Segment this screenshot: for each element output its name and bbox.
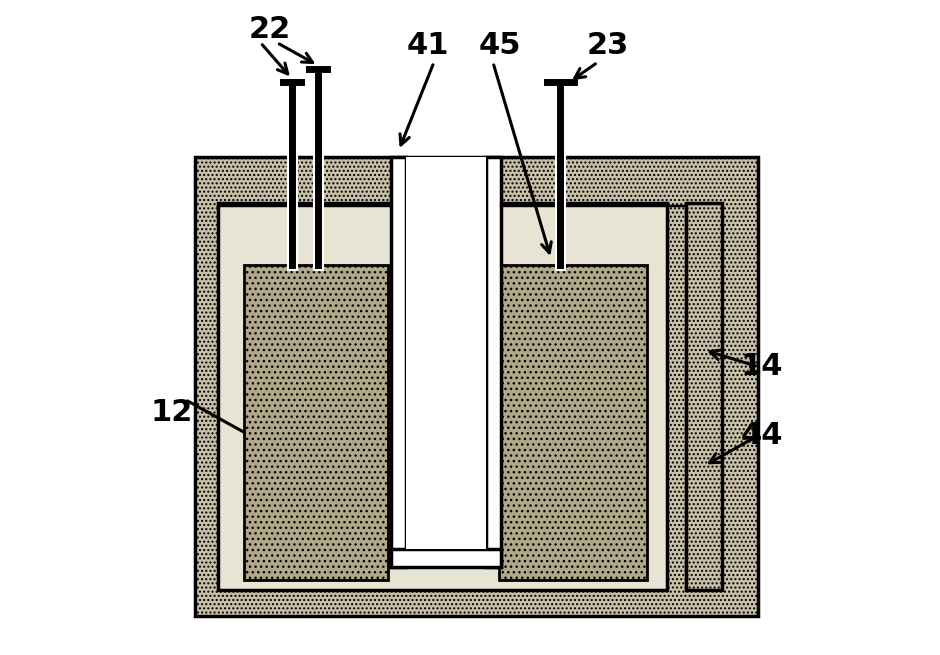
Text: 23: 23 bbox=[587, 31, 629, 60]
Text: 22: 22 bbox=[249, 15, 291, 44]
Bar bbox=[406, 157, 486, 550]
Text: 14: 14 bbox=[740, 352, 783, 381]
Bar bbox=[686, 203, 722, 590]
Bar bbox=[244, 265, 388, 580]
Bar bbox=[391, 157, 406, 567]
Bar bbox=[218, 203, 666, 590]
Text: 45: 45 bbox=[478, 31, 521, 60]
Text: 44: 44 bbox=[740, 421, 783, 450]
Bar bbox=[195, 157, 759, 616]
Bar bbox=[486, 157, 501, 567]
Bar bbox=[499, 265, 647, 580]
Bar bbox=[391, 550, 501, 567]
Text: 41: 41 bbox=[406, 31, 448, 60]
Text: 12: 12 bbox=[150, 398, 193, 427]
